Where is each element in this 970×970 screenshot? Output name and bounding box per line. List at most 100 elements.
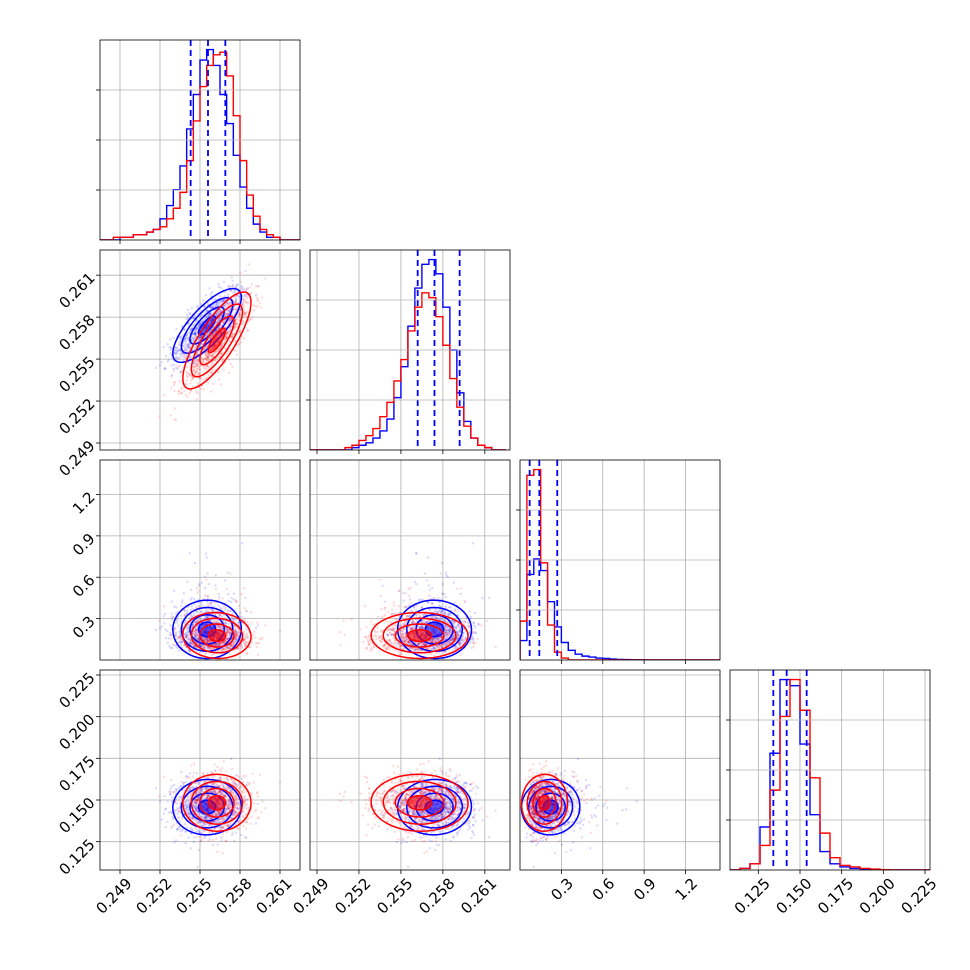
scatter-point: [188, 330, 191, 333]
scatter-point: [227, 310, 231, 313]
scatter-point: [257, 285, 261, 288]
scatter-point: [179, 635, 182, 639]
scatter-point: [454, 645, 457, 648]
scatter-point: [445, 625, 448, 629]
scatter-point: [189, 637, 192, 641]
scatter-point: [204, 610, 207, 613]
scatter-point: [409, 602, 413, 605]
scatter-point: [409, 642, 412, 646]
scatter-point: [229, 285, 232, 288]
scatter-point: [443, 625, 447, 628]
scatter-point: [454, 626, 458, 629]
scatter-point: [166, 641, 169, 645]
scatter-point: [198, 368, 201, 371]
scatter-point: [439, 610, 442, 613]
scatter-point: [192, 362, 195, 365]
scatter-point: [214, 349, 218, 353]
scatter-point: [219, 299, 223, 302]
scatter-point: [195, 625, 199, 628]
scatter-point: [180, 354, 183, 358]
scatter-point: [206, 356, 209, 359]
scatter-point: [208, 353, 211, 357]
scatter-point: [443, 619, 446, 622]
scatter-point: [225, 628, 228, 631]
scatter-point: [184, 357, 187, 360]
scatter-point: [231, 641, 235, 645]
scatter-point: [225, 331, 229, 334]
scatter-point: [233, 289, 237, 293]
scatter-point: [415, 582, 418, 586]
scatter-point: [225, 646, 228, 650]
scatter-point: [458, 643, 461, 647]
scatter-point: [226, 312, 230, 316]
scatter-point: [197, 325, 200, 328]
scatter-point: [208, 355, 211, 358]
scatter-point: [215, 625, 219, 629]
scatter-point: [197, 637, 200, 640]
scatter-point: [231, 619, 235, 622]
scatter-point: [195, 344, 198, 348]
scatter-point: [237, 631, 240, 634]
scatter-point: [381, 629, 384, 632]
scatter-point: [240, 323, 244, 326]
scatter-point: [234, 285, 237, 289]
scatter-point: [222, 605, 226, 608]
scatter-point: [244, 634, 248, 637]
scatter-point: [458, 630, 461, 634]
scatter-point: [430, 653, 433, 656]
scatter-point: [197, 638, 201, 641]
scatter-point: [224, 314, 227, 318]
scatter-point: [226, 285, 230, 288]
scatter-point: [176, 349, 180, 353]
scatter-point: [179, 335, 182, 339]
scatter-point: [235, 637, 239, 640]
scatter-point: [227, 646, 230, 650]
scatter-point: [177, 343, 181, 346]
scatter-point: [198, 644, 202, 647]
scatter-point: [206, 352, 210, 355]
scatter-point: [221, 322, 224, 325]
scatter-point: [443, 642, 447, 645]
scatter-point: [191, 333, 195, 336]
scatter-point: [248, 318, 252, 321]
scatter-point: [264, 624, 267, 627]
scatter-point: [203, 645, 206, 649]
scatter-point: [172, 383, 176, 387]
scatter-point: [169, 633, 173, 637]
scatter-point: [210, 305, 214, 309]
scatter-point: [189, 608, 193, 612]
scatter-point: [234, 297, 238, 300]
scatter-point: [179, 352, 182, 356]
scatter-point: [394, 645, 397, 648]
scatter-point: [435, 616, 438, 620]
scatter-point: [190, 328, 193, 332]
scatter-point: [177, 649, 181, 652]
scatter-point: [393, 612, 396, 615]
scatter-point: [195, 635, 198, 639]
scatter-point: [443, 611, 447, 614]
scatter-point: [219, 346, 222, 350]
scatter-point: [190, 625, 194, 628]
scatter-point: [208, 312, 211, 316]
scatter-point: [183, 328, 186, 331]
scatter-point: [187, 633, 190, 637]
scatter-point: [431, 597, 434, 600]
scatter-point: [199, 376, 202, 380]
scatter-point: [215, 644, 219, 647]
scatter-point: [200, 387, 203, 390]
scatter-point: [242, 298, 246, 301]
scatter-point: [209, 646, 213, 649]
histogram-series-1: [100, 51, 300, 240]
scatter-point: [194, 332, 197, 335]
scatter-point: [210, 647, 213, 650]
scatter-point: [417, 599, 420, 602]
scatter-point: [440, 617, 444, 620]
scatter-point: [194, 633, 198, 636]
scatter-point: [434, 636, 438, 640]
scatter-point: [223, 304, 227, 307]
scatter-point: [178, 379, 181, 383]
scatter-point: [389, 633, 393, 637]
scatter-point: [405, 605, 408, 608]
scatter-point: [444, 571, 448, 574]
scatter-point: [188, 373, 191, 377]
